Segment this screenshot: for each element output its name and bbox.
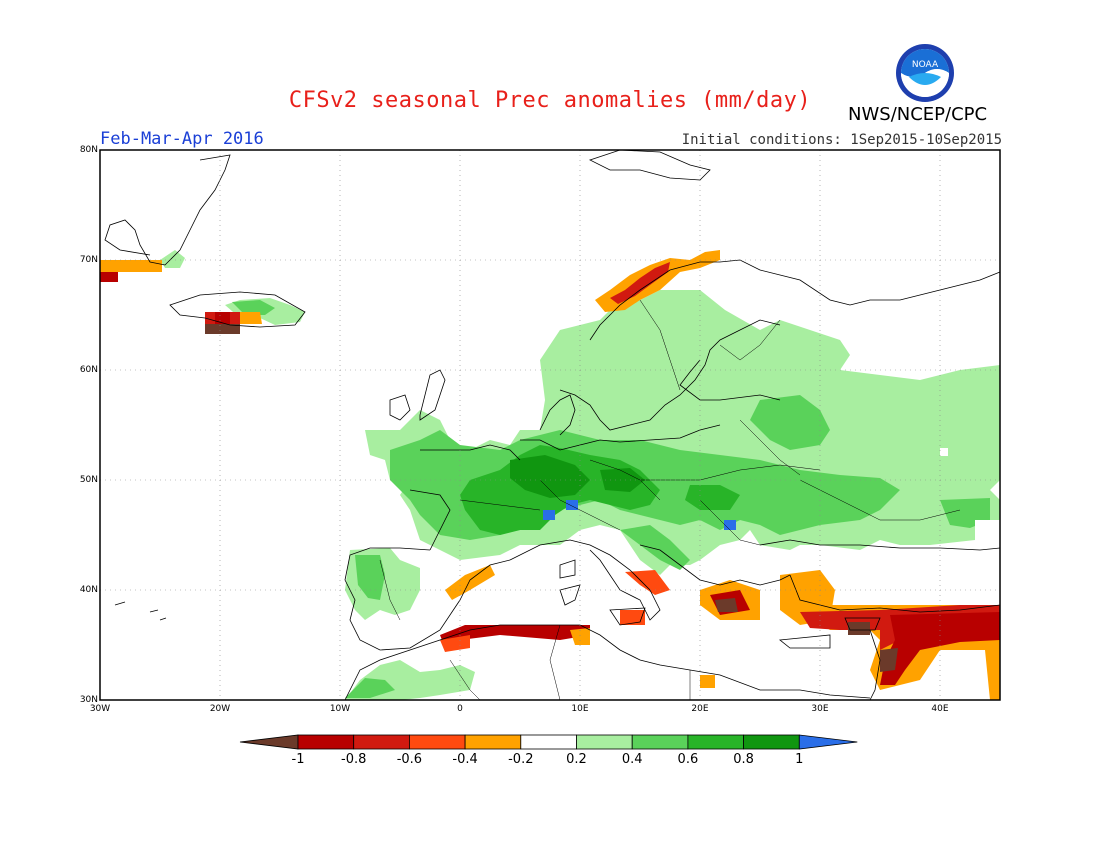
region-dry-greenland-red — [100, 272, 118, 282]
region-dry-africa-orange2 — [570, 628, 590, 645]
region-wet-medium-iceland — [232, 300, 275, 315]
colorbar — [239, 734, 858, 750]
region-dry-spain — [445, 565, 495, 600]
colorbar-swatch — [631, 734, 689, 750]
colorbar-tick-label: -0.4 — [452, 752, 478, 767]
chart-title: CFSv2 seasonal Prec anomalies (mm/day) — [288, 88, 812, 113]
colorbar-swatch — [576, 734, 633, 750]
period-label: Feb-Mar-Apr 2016 — [100, 129, 264, 149]
region-dry-levant-brown — [848, 622, 898, 672]
region-wet-extreme-2 — [566, 500, 578, 510]
region-dry-greenland-orange — [100, 260, 162, 272]
lon-label-30w: 30W — [89, 704, 111, 714]
colorbar-tick-label: 0.4 — [621, 752, 643, 767]
colorbar-tick-label: -1 — [291, 752, 305, 767]
lon-label-40e: 40E — [931, 704, 949, 714]
colorbar-tick-label: 0.8 — [733, 752, 754, 767]
lat-label-60n: 60N — [79, 365, 98, 375]
region-wet-light-scand — [545, 290, 725, 430]
colorbar-arrow-high — [798, 734, 858, 750]
region-dry-sicily — [620, 610, 645, 625]
region-dry-levant-red — [880, 612, 1000, 685]
region-wet-medium-east — [750, 395, 830, 450]
region-dry-norway-red — [610, 262, 670, 304]
lon-label-10w: 10W — [329, 704, 351, 714]
region-wet-darkest — [510, 455, 590, 498]
region-wet-extreme-1 — [543, 510, 555, 520]
colorbar-swatch — [743, 734, 800, 750]
initial-conditions-label: Initial conditions: 1Sep2015-10Sep2015 — [681, 132, 1002, 148]
region-wet-darkest-b — [600, 468, 645, 492]
lon-label-30e: 30E — [811, 704, 829, 714]
colorbar-swatch — [687, 734, 745, 750]
lon-label-0: 0 — [457, 704, 463, 714]
region-wet-extreme-3 — [724, 520, 736, 530]
colorbar-swatch — [408, 734, 466, 750]
region-wet-medium-africa — [345, 678, 395, 698]
colorbar-swatch — [520, 734, 577, 750]
colorbar-tick-label: -0.2 — [508, 752, 534, 767]
lat-label-30n: 30N — [79, 695, 98, 705]
map-gridlines — [100, 150, 1000, 700]
colorbar-tick-label: -0.8 — [341, 752, 367, 767]
colorbar-swatch — [464, 734, 522, 750]
region-dry-iceland-dark — [215, 312, 230, 324]
lon-label-20w: 20W — [209, 704, 231, 714]
agency-label: NWS/NCEP/CPC — [848, 104, 988, 125]
coastlines — [104, 149, 1001, 701]
lat-label-40n: 40N — [79, 585, 98, 595]
region-dry-africa-red — [440, 625, 590, 648]
lat-label-70n: 70N — [79, 255, 98, 265]
region-wet-dark-east — [685, 485, 740, 510]
region-wet-medium-italy — [620, 525, 690, 570]
colorbar-tick-label: 1 — [795, 752, 804, 767]
region-dry-iceland-brown — [205, 324, 240, 334]
colorbar-tick-label: -0.6 — [396, 752, 423, 767]
region-wet-medium-iberia — [355, 555, 385, 600]
anomaly-fills — [100, 250, 1000, 700]
lon-label-20e: 20E — [691, 704, 709, 714]
noaa-logo: NOAA — [896, 44, 954, 102]
region-no-data-1 — [940, 448, 948, 456]
colorbar-tick-label: 0.6 — [677, 752, 699, 767]
colorbar-tick-label: 0.2 — [566, 752, 587, 767]
region-dry-africa-orange — [440, 635, 470, 652]
region-dry-egypt — [700, 675, 715, 688]
region-no-data-2 — [975, 520, 1000, 545]
lon-label-10e: 10E — [571, 704, 589, 714]
map-frame — [99, 149, 1001, 701]
region-dry-greece-brown — [715, 598, 738, 612]
region-dry-italy-south — [625, 570, 670, 595]
colorbar-arrow-low — [239, 734, 299, 750]
colorbar-swatch — [353, 734, 410, 750]
colorbar-swatch — [297, 734, 355, 750]
region-wet-light-greenland — [160, 250, 185, 268]
lat-label-80n: 80N — [79, 145, 98, 155]
logo-text: NOAA — [912, 60, 939, 70]
lat-label-50n: 50N — [79, 475, 98, 485]
